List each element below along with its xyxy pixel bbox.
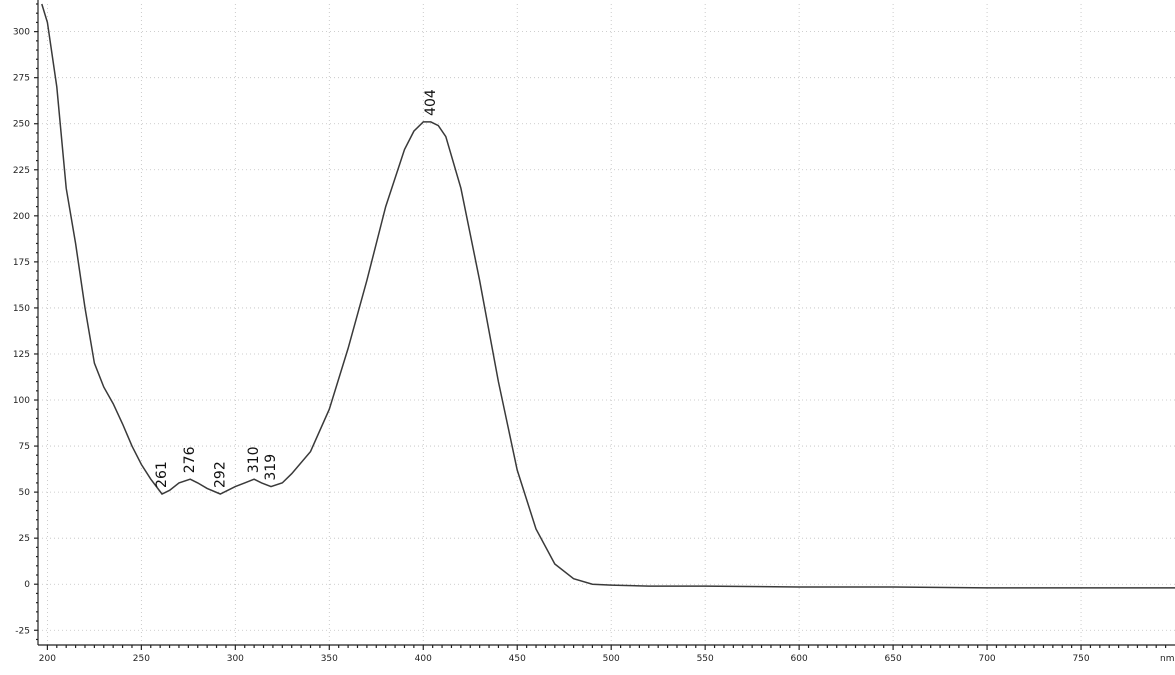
x-tick-label: 450	[509, 654, 526, 664]
x-tick-labels: 200 250 300 350 400 450 500 550 600 650 700 750	[39, 645, 1167, 664]
x-tick-label: 550	[697, 654, 714, 664]
y-tick-label: -25	[15, 626, 30, 636]
grid-lines	[38, 4, 1175, 645]
y-tick-label: 250	[13, 120, 30, 130]
x-tick-label: 750	[1072, 654, 1089, 664]
peak-labels: 261 276 292 310 319 404	[154, 89, 439, 488]
peak-label: 276	[182, 446, 198, 473]
x-tick-label: 300	[227, 654, 244, 664]
x-unit-label: nm	[1160, 654, 1174, 664]
y-tick-label: 100	[13, 396, 30, 406]
x-tick-label: 500	[603, 654, 620, 664]
y-tick-label: 0	[24, 580, 30, 590]
x-tick-label: 200	[39, 654, 56, 664]
y-tick-label: 275	[13, 74, 30, 84]
y-tick-label: 75	[19, 442, 30, 452]
x-tick-label: 600	[791, 654, 808, 664]
peak-label: 319	[263, 454, 279, 481]
y-tick-label: 125	[13, 350, 30, 360]
y-tick-label: 225	[13, 166, 30, 176]
x-tick-label: 700	[978, 654, 995, 664]
x-tick-label: 350	[321, 654, 338, 664]
axes	[37, 0, 1175, 646]
peak-label: 404	[423, 89, 439, 116]
y-tick-label: 200	[13, 212, 30, 222]
y-tick-labels: -25 0 25 50 75 100 125 150 175 200 225 250 275 300	[13, 3, 38, 641]
x-tick-label: 650	[885, 654, 902, 664]
y-tick-label: 300	[13, 28, 30, 38]
y-tick-label: 175	[13, 258, 30, 268]
peak-label: 261	[154, 461, 170, 488]
peak-label: 292	[212, 461, 228, 488]
y-tick-label: 50	[19, 488, 31, 498]
y-tick-label: 150	[13, 304, 30, 314]
peak-label: 310	[246, 446, 262, 473]
spectrum-line	[41, 3, 1175, 589]
x-tick-label: 250	[133, 654, 150, 664]
x-tick-label: 400	[415, 654, 432, 664]
y-tick-label: 25	[19, 534, 30, 544]
